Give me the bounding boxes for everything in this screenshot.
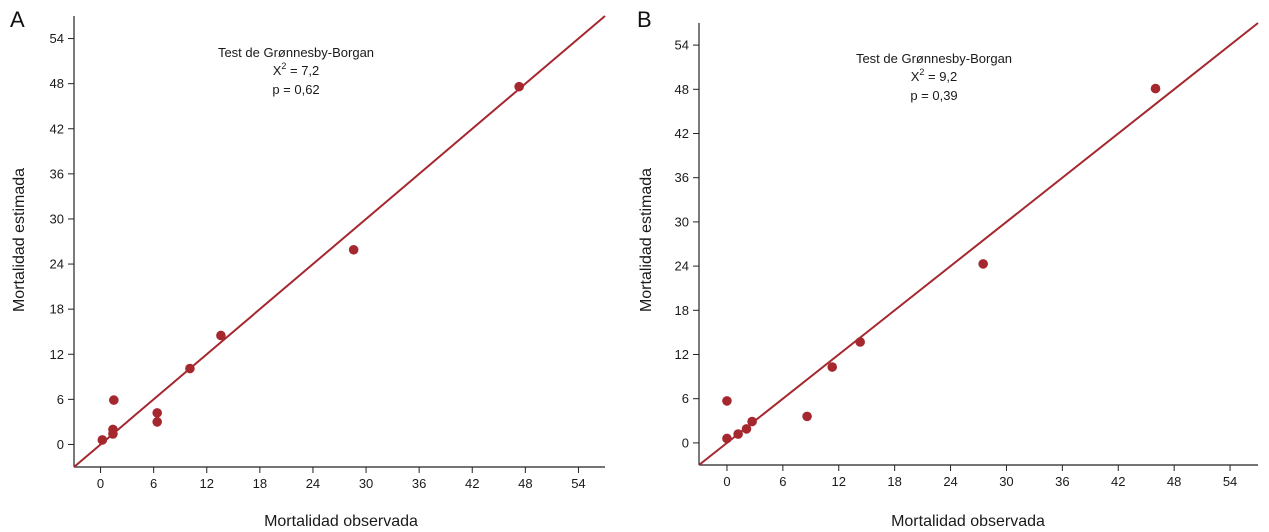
panel-b-data-point — [855, 337, 865, 347]
panel-a-p-value: p = 0,62 — [272, 82, 319, 97]
panel-a-data-point — [109, 395, 119, 405]
panel-a-test-title: Test de Grønnesby-Borgan — [218, 45, 374, 60]
panel-b-x-axis-title: Mortalidad observada — [891, 513, 1045, 530]
panel-b-x-tick-label: 6 — [779, 474, 786, 489]
panel-a-x-tick-label: 12 — [200, 476, 214, 491]
panel-b-chi-superscript: 2 — [919, 67, 924, 77]
panel-a-x-tick-label: 42 — [465, 476, 479, 491]
panel-b-letter: B — [637, 7, 652, 32]
panel-a-x-tick-label: 0 — [97, 476, 104, 491]
panel-a-letter: A — [10, 7, 25, 32]
panel-a-y-tick-label: 30 — [50, 211, 64, 226]
panel-a-y-axis-title: Mortalidad estimada — [11, 168, 28, 312]
panel-b-chi-symbol: X — [911, 69, 920, 84]
panel-b-data-point — [802, 411, 812, 422]
panel-b: B Mortalidad observada Mortalidad estima… — [637, 7, 1259, 530]
panel-a-data-point — [97, 435, 108, 445]
panel-b-y-tick-label: 36 — [675, 170, 689, 185]
panel-b-y-tick-label: 0 — [682, 435, 689, 450]
panel-b-y-tick-label: 24 — [675, 259, 689, 274]
panel-b-test-title: Test de Grønnesby-Borgan — [856, 51, 1012, 66]
panel-a-chi-superscript: 2 — [281, 61, 286, 71]
panel-a-x-axis-title: Mortalidad observada — [264, 513, 418, 530]
panel-b-chi-square: X2 = 9,2 — [911, 67, 958, 84]
panel-a-y-tick-label: 48 — [50, 76, 64, 91]
panel-b-x-tick-label: 0 — [723, 474, 730, 489]
panel-a: A Mortalidad observada Mortalidad estima… — [10, 7, 606, 530]
panel-b-data-point — [978, 259, 988, 269]
panel-a-data-point — [348, 244, 359, 255]
panel-a-x-tick-label: 54 — [571, 476, 585, 491]
panel-b-y-tick-label: 48 — [675, 82, 689, 97]
panel-b-data-point — [827, 362, 838, 372]
panel-a-data-point — [216, 330, 226, 341]
panel-a-data-point — [185, 363, 195, 374]
panel-b-data-point — [1150, 83, 1161, 94]
panel-b-y-tick-label: 54 — [675, 38, 689, 53]
panel-a-y-tick-label: 12 — [50, 347, 64, 362]
panel-a-chi-value: = 7,2 — [286, 63, 319, 78]
panel-a-x-tick-label: 6 — [150, 476, 157, 491]
panel-b-data-point — [722, 433, 732, 444]
panel-a-data-point — [108, 424, 118, 435]
panel-a-x-tick-label: 48 — [518, 476, 532, 491]
panel-b-x-tick-label: 18 — [887, 474, 901, 489]
panel-b-x-tick-label: 42 — [1111, 474, 1125, 489]
panel-b-data-point — [733, 429, 743, 439]
panel-a-x-tick-label: 30 — [359, 476, 373, 491]
panel-b-data-point — [741, 424, 752, 434]
panel-a-x-tick-label: 18 — [253, 476, 267, 491]
panel-b-x-tick-label: 54 — [1223, 474, 1237, 489]
panel-a-x-tick-label: 36 — [412, 476, 426, 491]
panel-b-y-axis-title: Mortalidad estimada — [638, 168, 655, 312]
panel-a-y-tick-label: 42 — [50, 121, 64, 136]
panel-b-y-tick-label: 12 — [675, 347, 689, 362]
panel-b-chi-value: = 9,2 — [924, 69, 957, 84]
panel-b-x-tick-label: 24 — [943, 474, 957, 489]
panel-a-data-point — [152, 408, 162, 418]
panel-a-y-tick-label: 24 — [50, 257, 64, 272]
panel-b-identity-line — [698, 22, 1259, 466]
panel-a-y-tick-label: 6 — [57, 392, 64, 407]
panel-a-chi-symbol: X — [273, 63, 282, 78]
panel-a-identity-line — [73, 15, 606, 468]
panel-b-p-value: p = 0,39 — [910, 88, 957, 103]
panel-a-y-tick-label: 18 — [50, 302, 64, 317]
panel-b-y-tick-label: 6 — [682, 391, 689, 406]
panel-a-y-tick-label: 36 — [50, 166, 64, 181]
panel-a-data-point — [514, 81, 524, 92]
panel-b-data-point — [722, 396, 732, 406]
panel-a-data-point — [152, 417, 162, 427]
panel-b-x-tick-label: 12 — [832, 474, 846, 489]
panel-a-y-tick-label: 0 — [57, 437, 64, 452]
panel-b-y-tick-label: 18 — [675, 303, 689, 318]
panel-a-x-tick-label: 24 — [306, 476, 320, 491]
panel-b-x-tick-label: 30 — [999, 474, 1013, 489]
panel-a-chi-square: X2 = 7,2 — [273, 61, 320, 78]
panel-a-y-tick-label: 54 — [50, 31, 64, 46]
panel-b-x-tick-label: 36 — [1055, 474, 1069, 489]
panel-b-x-tick-label: 48 — [1167, 474, 1181, 489]
panel-b-y-tick-label: 42 — [675, 126, 689, 141]
panel-b-y-tick-label: 30 — [675, 214, 689, 229]
panel-b-data-point — [747, 416, 757, 427]
